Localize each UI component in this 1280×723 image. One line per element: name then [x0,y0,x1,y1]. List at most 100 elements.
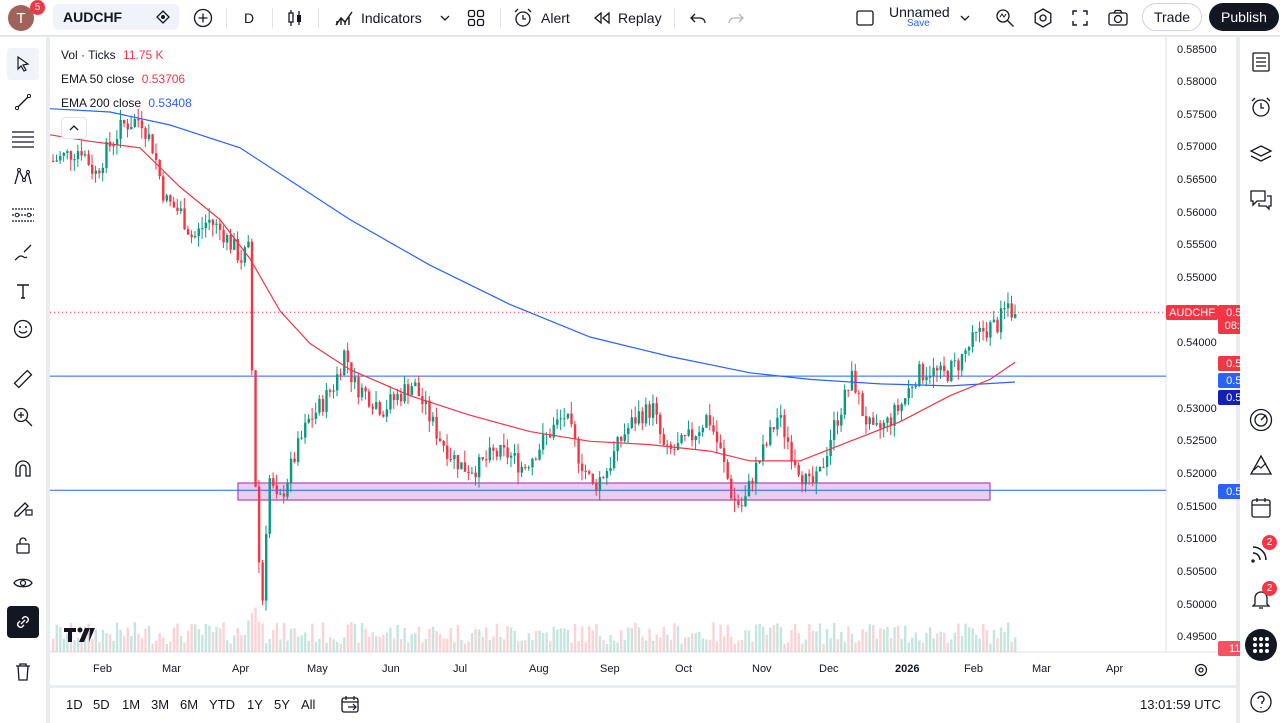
range-button-ytd[interactable]: YTD [209,697,235,712]
volume-bar [119,629,122,652]
apps-button[interactable] [1244,628,1278,662]
range-button-5d[interactable]: 5D [93,697,110,712]
redo-button[interactable] [726,0,746,36]
object-tree-button[interactable] [1244,137,1278,171]
zoom-tool[interactable] [7,401,39,433]
fullscreen-button[interactable] [1070,0,1090,36]
candle-body [62,152,66,156]
text-tool[interactable] [7,275,39,307]
ideas-button[interactable] [1244,448,1278,482]
range-button-1d[interactable]: 1D [66,697,83,712]
volume-bar [566,629,570,652]
volume-legend[interactable]: Vol · Ticks 11.75 K [61,48,164,62]
replay-button[interactable]: Replay [592,0,662,36]
volume-bar [605,643,609,652]
range-button-3m[interactable]: 3M [151,697,170,712]
snapshot-button[interactable] [1107,0,1129,36]
range-button-6m[interactable]: 6M [180,697,199,712]
candle-body [762,444,765,462]
technicals-button[interactable] [1244,403,1278,437]
candle-body [683,435,687,437]
candle-body [747,480,751,497]
utc-clock[interactable]: 13:01:59 UTC [1140,697,1221,712]
ema200-legend[interactable]: EMA 200 close 0.53408 [61,96,192,110]
tradingview-logo[interactable] [63,625,97,648]
undo-button[interactable] [688,0,708,36]
collapse-legend-button[interactable] [61,117,87,139]
axis-settings-button[interactable] [1193,662,1209,683]
pattern-icon [14,168,32,185]
chats-button[interactable] [1244,183,1278,217]
trend-line-tool[interactable] [7,86,39,118]
volume-bar [431,626,435,652]
price-chart[interactable] [50,37,1236,685]
pattern-tool[interactable] [7,161,39,193]
candle-body [691,429,694,441]
volume-bar [410,634,413,652]
time-axis-label: Dec [819,663,839,675]
layout-name-button[interactable]: Unnamed Save [889,4,950,29]
add-symbol-button[interactable] [192,0,214,36]
symbol-options-icon[interactable] [155,9,171,25]
rewind-icon [593,11,610,25]
layout-dropdown[interactable] [959,0,971,36]
alert-button[interactable]: Alert [512,0,570,36]
indicators-dropdown[interactable] [439,0,451,36]
magnet-tool[interactable] [7,453,39,485]
emoji-tool[interactable] [7,313,39,345]
volume-bar [932,638,935,652]
interval-button[interactable]: D [244,0,254,36]
symbol-search[interactable]: AUDCHF [53,4,179,30]
range-button-all[interactable]: All [301,697,316,712]
volume-bar [790,630,793,652]
sync-drawings-tool[interactable] [7,606,39,638]
volume-bar [357,642,360,652]
candle-body [595,482,598,491]
range-button-5y[interactable]: 5Y [274,697,290,712]
candle-body [733,498,736,501]
volume-bar [978,638,981,652]
help-button[interactable] [1244,685,1278,719]
layout-checkbox[interactable] [855,0,875,36]
quick-search-button[interactable] [994,0,1016,36]
hide-drawings-tool[interactable] [7,567,39,599]
alerts-button[interactable] [1244,90,1278,124]
layouts-button[interactable] [466,0,486,36]
price-axis-label: 0.50000 [1177,599,1217,611]
volume-bar [275,623,279,652]
remove-drawings-tool[interactable] [7,656,39,688]
user-avatar[interactable]: T [8,5,34,31]
chart-type-button[interactable] [285,0,305,36]
volume-bar [286,640,289,652]
publish-button[interactable]: Publish [1209,3,1279,31]
candle-body [811,476,815,484]
news-stream-button[interactable] [1244,535,1278,569]
pencil-lock-icon [14,502,33,517]
watchlist-button[interactable] [1244,45,1278,79]
trade-button[interactable]: Trade [1142,3,1202,31]
chart-pane[interactable]: Vol · Ticks 11.75 K EMA 50 close 0.53706… [50,37,1274,685]
volume-bar [914,632,918,652]
candle-body [648,404,651,418]
trash-icon [16,663,30,681]
volume-bar [318,638,321,652]
fib-tool[interactable] [7,123,39,155]
ema50-legend[interactable]: EMA 50 close 0.53706 [61,72,185,86]
volume-bar [882,629,886,652]
indicators-button[interactable]: Indicators [334,0,422,36]
range-button-1m[interactable]: 1M [122,697,141,712]
volume-bar [602,640,605,652]
range-button-1y[interactable]: 1Y [247,697,263,712]
forecast-tool[interactable] [7,199,39,231]
brush-tool[interactable] [7,237,39,269]
lock-drawings-tool[interactable] [7,529,39,561]
cursor-tool[interactable] [7,48,39,80]
date-range-button[interactable] [340,695,362,718]
measure-tool[interactable] [7,363,39,395]
calendar-button[interactable] [1244,491,1278,525]
drawing-mode-tool[interactable] [7,491,39,523]
volume-bar [435,631,438,652]
settings-button[interactable] [1032,0,1054,36]
volume-bar [815,631,818,652]
volume-bar [218,628,222,652]
